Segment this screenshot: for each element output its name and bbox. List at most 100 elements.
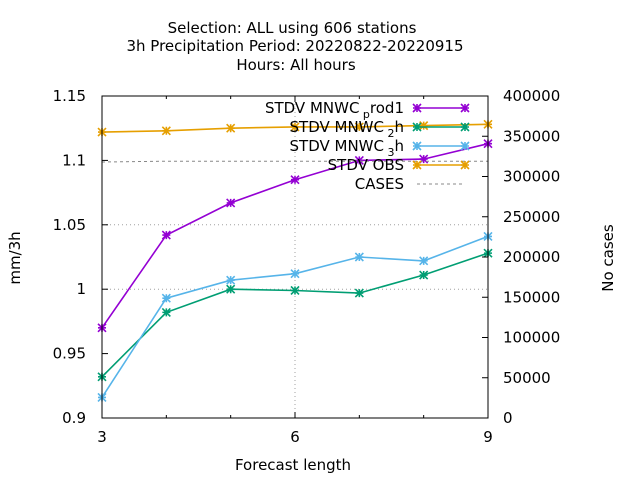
y2-axis-label: No cases bbox=[599, 224, 617, 292]
data-point-glyph bbox=[161, 230, 171, 240]
axis-ticks: 3 6 9 0.9 0.95 1 1.05 1.1 1.15 0 50000 100000 150000… bbox=[53, 87, 561, 446]
title-line-1: Selection: ALL using 606 stations bbox=[168, 19, 417, 37]
data-point-glyph bbox=[290, 175, 300, 185]
data-point bbox=[354, 288, 364, 298]
legend-marker-glyph bbox=[412, 122, 422, 132]
legend-label-rest: h bbox=[394, 137, 404, 155]
legend-label-main: STDV MNWC bbox=[265, 99, 359, 117]
data-point bbox=[161, 307, 171, 317]
legend-marker bbox=[460, 141, 470, 151]
data-point bbox=[161, 293, 171, 303]
data-point bbox=[354, 155, 364, 165]
legend-marker bbox=[460, 103, 470, 113]
legend-marker-glyph bbox=[412, 160, 422, 170]
data-point-glyph bbox=[419, 121, 429, 131]
data-point bbox=[290, 175, 300, 185]
legend-label-subscript: 2 bbox=[384, 127, 395, 140]
data-point-glyph bbox=[290, 285, 300, 296]
legend-marker-glyph bbox=[412, 103, 422, 113]
data-point bbox=[290, 285, 300, 296]
y2-tick-label: 50000 bbox=[503, 369, 551, 387]
legend-entry: STDV MNWC 3h bbox=[290, 137, 470, 159]
data-point bbox=[419, 270, 429, 280]
data-point bbox=[419, 256, 429, 266]
legend-label-main: CASES bbox=[355, 175, 404, 193]
data-point-glyph bbox=[354, 252, 364, 262]
legend-label: STDV OBS bbox=[328, 156, 404, 174]
data-point bbox=[226, 284, 236, 294]
data-point bbox=[226, 275, 236, 285]
data-point-glyph bbox=[419, 270, 429, 280]
legend-entry: CASES bbox=[355, 175, 465, 193]
legend-label-main: STDV MNWC bbox=[290, 137, 384, 155]
series-cases bbox=[101, 160, 488, 163]
data-point-glyph bbox=[161, 293, 171, 303]
data-point-glyph bbox=[226, 123, 236, 133]
data-point bbox=[226, 198, 236, 208]
series-line bbox=[101, 160, 488, 163]
x-tick-label: 6 bbox=[290, 428, 300, 446]
data-point bbox=[161, 126, 171, 136]
legend-entry: STDV MNWC 2h bbox=[290, 118, 470, 140]
y2-tick-label: 300000 bbox=[503, 168, 560, 186]
legend-marker bbox=[412, 141, 422, 151]
data-point-glyph bbox=[354, 288, 364, 298]
data-point-glyph bbox=[354, 122, 364, 132]
y-tick-label: 1.05 bbox=[53, 216, 86, 234]
y-tick-label: 1.15 bbox=[53, 87, 86, 105]
data-point bbox=[419, 154, 429, 164]
data-point-glyph bbox=[290, 122, 300, 132]
data-point-glyph bbox=[419, 154, 429, 164]
legend-marker-glyph bbox=[412, 141, 422, 151]
data-point bbox=[354, 122, 364, 132]
legend-label-rest: h bbox=[394, 118, 404, 136]
data-point bbox=[161, 230, 171, 240]
legend-label-subscript: 3 bbox=[384, 146, 395, 159]
legend-label: STDV MNWC 2h bbox=[290, 118, 404, 140]
legend-marker-glyph bbox=[460, 103, 470, 113]
y2-tick-label: 100000 bbox=[503, 329, 560, 347]
series-layer bbox=[97, 119, 493, 402]
x-tick-label: 9 bbox=[483, 428, 493, 446]
legend-marker-glyph bbox=[460, 160, 470, 170]
legend-label-subscript: p bbox=[359, 108, 369, 121]
data-point bbox=[226, 123, 236, 133]
legend-marker bbox=[460, 160, 470, 170]
data-point bbox=[419, 121, 429, 131]
y-tick-label: 0.9 bbox=[62, 409, 86, 427]
data-point-glyph bbox=[161, 307, 171, 317]
x-axis-label: Forecast length bbox=[235, 456, 351, 474]
y2-tick-label: 250000 bbox=[503, 208, 560, 226]
legend-marker bbox=[460, 122, 470, 132]
legend-marker bbox=[412, 160, 422, 170]
legend-entry: STDV OBS bbox=[328, 156, 470, 174]
data-point-glyph bbox=[354, 155, 364, 165]
data-point bbox=[290, 122, 300, 132]
y-tick-label: 0.95 bbox=[53, 345, 86, 363]
chart-title: Selection: ALL using 606 stations 3h Pre… bbox=[126, 19, 463, 74]
title-line-2: 3h Precipitation Period: 20220822-202209… bbox=[126, 37, 463, 55]
legend-marker bbox=[412, 122, 422, 132]
y-tick-label: 1 bbox=[76, 280, 86, 298]
data-point-glyph bbox=[290, 269, 300, 279]
legend-label: STDV MNWC 3h bbox=[290, 137, 404, 159]
legend-entry: STDV MNWC prod1 bbox=[265, 99, 470, 121]
data-point-glyph bbox=[161, 126, 171, 136]
data-point-glyph bbox=[226, 198, 236, 208]
data-point-glyph bbox=[226, 275, 236, 285]
data-point bbox=[290, 269, 300, 279]
data-point-glyph bbox=[226, 284, 236, 294]
series-stdv-obs bbox=[97, 119, 493, 137]
legend-marker bbox=[412, 103, 422, 113]
legend-label-rest: rod1 bbox=[370, 99, 404, 117]
data-point-glyph bbox=[419, 256, 429, 266]
y-axis-label: mm/3h bbox=[6, 231, 24, 284]
legend-marker-glyph bbox=[460, 141, 470, 151]
y-tick-label: 1.1 bbox=[62, 151, 86, 169]
legend-label-main: STDV MNWC bbox=[290, 118, 384, 136]
legend-label: CASES bbox=[355, 175, 404, 193]
y2-tick-label: 400000 bbox=[503, 87, 560, 105]
y2-tick-label: 200000 bbox=[503, 248, 560, 266]
